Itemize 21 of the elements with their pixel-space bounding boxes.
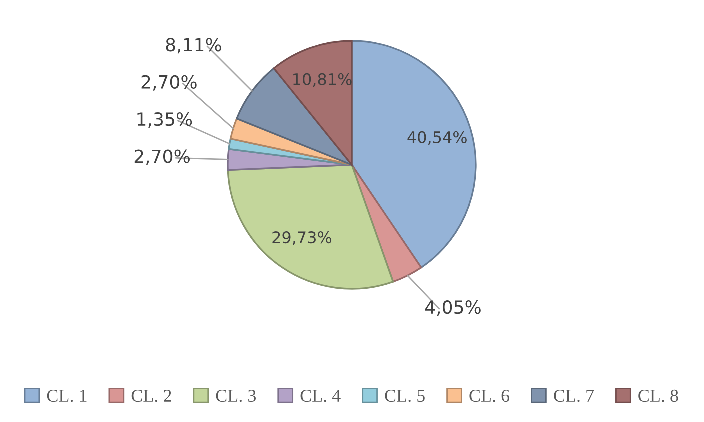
legend-label: CL. 2 bbox=[132, 390, 172, 402]
pie-slice bbox=[273, 40, 353, 166]
legend-label: CL. 8 bbox=[638, 390, 678, 402]
data-label: 8,11% bbox=[166, 38, 222, 54]
data-label: 1,35% bbox=[138, 112, 192, 128]
legend-label: CL. 7 bbox=[554, 390, 594, 402]
pie-slice bbox=[236, 68, 353, 166]
data-label: 40,54% bbox=[408, 131, 467, 146]
pie-slice bbox=[227, 164, 394, 290]
data-label: 2,70% bbox=[142, 75, 197, 91]
legend-label: CL. 6 bbox=[470, 390, 510, 402]
legend-label: CL. 3 bbox=[216, 390, 256, 402]
data-label: 10,81% bbox=[294, 73, 352, 88]
legend-label: CL. 4 bbox=[300, 390, 341, 402]
pie-slice bbox=[351, 40, 477, 269]
data-label: 4,05% bbox=[425, 300, 481, 316]
pie-slice bbox=[351, 164, 422, 283]
legend-label: CL. 5 bbox=[385, 390, 425, 402]
legend-label: CL. 1 bbox=[47, 390, 87, 402]
data-label: 2,70% bbox=[134, 150, 190, 166]
data-label: 29,73% bbox=[272, 232, 332, 246]
